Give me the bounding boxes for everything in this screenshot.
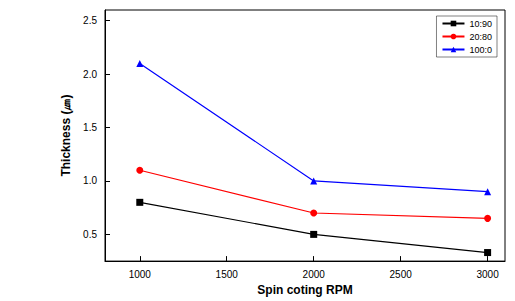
svg-text:1000: 1000 bbox=[129, 269, 152, 280]
svg-text:1.0: 1.0 bbox=[83, 175, 97, 186]
svg-text:Thickness (㎛): Thickness (㎛) bbox=[59, 95, 73, 177]
svg-text:20:80: 20:80 bbox=[469, 32, 492, 42]
svg-text:3000: 3000 bbox=[476, 269, 499, 280]
svg-text:0.5: 0.5 bbox=[83, 229, 97, 240]
svg-text:1500: 1500 bbox=[216, 269, 239, 280]
svg-text:2.0: 2.0 bbox=[83, 69, 97, 80]
svg-text:10:90: 10:90 bbox=[469, 19, 492, 29]
svg-text:2000: 2000 bbox=[303, 269, 326, 280]
svg-text:1.5: 1.5 bbox=[83, 122, 97, 133]
svg-text:2500: 2500 bbox=[390, 269, 413, 280]
svg-text:100:0: 100:0 bbox=[469, 45, 492, 55]
svg-text:2.5: 2.5 bbox=[83, 15, 97, 26]
svg-text:Spin coting RPM: Spin coting RPM bbox=[257, 283, 352, 297]
